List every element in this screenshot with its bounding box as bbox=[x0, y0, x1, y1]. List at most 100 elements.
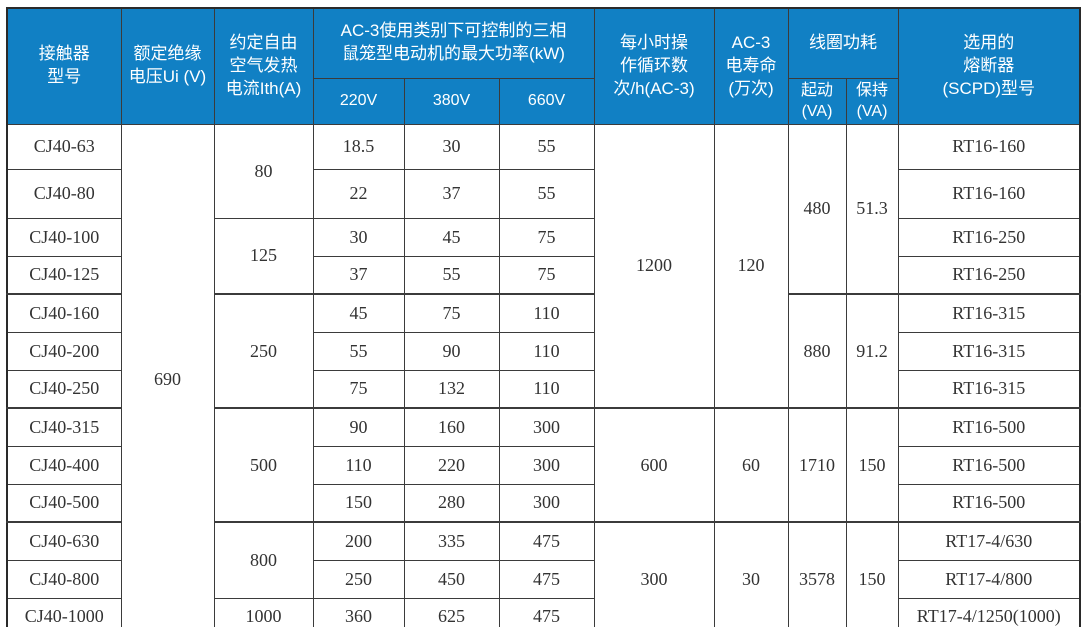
table-row: CJ40-80 22 37 55 RT16-160 bbox=[6, 168, 1081, 219]
kw220-cell: 250 bbox=[312, 559, 405, 599]
kw380-cell: 45 bbox=[403, 217, 500, 257]
kw380-cell: 55 bbox=[403, 255, 500, 295]
col-header-coil-hold: 保持 (VA) bbox=[845, 77, 899, 125]
table-row: CJ40-63 690 80 18.5 30 55 1200 120 480 5… bbox=[6, 123, 1081, 627]
fuse-cell: RT16-160 bbox=[897, 168, 1081, 219]
table-row: CJ40-100 125 30 45 75 RT16-250 bbox=[6, 217, 1081, 295]
col-header-cycles: 每小时操 作循环数 次/h(AC-3) bbox=[593, 7, 715, 125]
col-header-coil-start: 起动 (VA) bbox=[787, 77, 847, 125]
col-header-model: 接触器 型号 bbox=[6, 7, 122, 125]
kw220-cell: 18.5 bbox=[312, 123, 405, 170]
fuse-cell: RT16-500 bbox=[897, 407, 1081, 447]
kw220-cell: 37 bbox=[312, 255, 405, 295]
fuse-cell: RT17-4/630 bbox=[897, 521, 1081, 561]
thermal-current-cell: 80 bbox=[213, 123, 314, 219]
thermal-current-cell: 500 bbox=[213, 407, 314, 523]
kw660-cell: 75 bbox=[498, 255, 595, 295]
kw660-cell: 55 bbox=[498, 168, 595, 219]
model-cell: CJ40-160 bbox=[6, 293, 122, 333]
thermal-current-cell: 250 bbox=[213, 293, 314, 409]
kw220-cell: 55 bbox=[312, 331, 405, 371]
fuse-cell: RT16-160 bbox=[897, 123, 1081, 170]
col-header-rated-voltage: 额定绝缘 电压Ui (V) bbox=[120, 7, 215, 125]
kw220-cell: 360 bbox=[312, 597, 405, 627]
header-row-top: 接触器 型号 额定绝缘 电压Ui (V) 约定自由 空气发热 电流Ith(A) … bbox=[6, 7, 1081, 125]
cycles-cell: 1200 bbox=[593, 123, 715, 409]
header-row-sub: 220V 380V 660V 起动 (VA) 保持 (VA) bbox=[7, 77, 1080, 125]
table-row: CJ40-1000 1000 360 625 475 RT17-4/1250(1… bbox=[6, 597, 1081, 627]
kw380-cell: 160 bbox=[403, 407, 500, 447]
kw660-cell: 300 bbox=[498, 407, 595, 447]
life-cell: 30 bbox=[713, 521, 789, 627]
thermal-current-cell: 125 bbox=[213, 217, 314, 295]
model-cell: CJ40-80 bbox=[6, 168, 122, 219]
coil-hold-cell: 91.2 bbox=[845, 293, 899, 409]
kw220-cell: 90 bbox=[312, 407, 405, 447]
model-cell: CJ40-315 bbox=[6, 407, 122, 447]
coil-start-cell: 1710 bbox=[787, 407, 847, 523]
model-cell: CJ40-1000 bbox=[6, 597, 122, 627]
thermal-current-cell: 1000 bbox=[213, 597, 314, 627]
table-row: CJ40-250 75 132 110 RT16-315 bbox=[6, 369, 1081, 409]
fuse-cell: RT17-4/1250(1000) bbox=[897, 597, 1081, 627]
kw660-cell: 300 bbox=[498, 483, 595, 523]
kw380-cell: 132 bbox=[403, 369, 500, 409]
kw220-cell: 110 bbox=[312, 445, 405, 485]
model-cell: CJ40-200 bbox=[6, 331, 122, 371]
col-header-electrical-life: AC-3 电寿命 (万次) bbox=[713, 7, 789, 125]
kw380-cell: 280 bbox=[403, 483, 500, 523]
kw660-cell: 110 bbox=[498, 293, 595, 333]
coil-start-cell: 3578 bbox=[787, 521, 847, 627]
col-header-coil-power-group: 线圈功耗 bbox=[787, 7, 899, 79]
coil-hold-cell: 51.3 bbox=[845, 123, 899, 295]
kw660-cell: 475 bbox=[498, 559, 595, 599]
col-header-380v: 380V bbox=[403, 77, 500, 125]
life-cell: 120 bbox=[713, 123, 789, 409]
rated-voltage-cell: 690 bbox=[120, 123, 215, 627]
col-header-660v: 660V bbox=[498, 77, 595, 125]
life-cell: 60 bbox=[713, 407, 789, 523]
cycles-cell: 600 bbox=[593, 407, 715, 523]
fuse-cell: RT16-315 bbox=[897, 331, 1081, 371]
kw220-cell: 30 bbox=[312, 217, 405, 257]
kw380-cell: 30 bbox=[403, 123, 500, 170]
kw660-cell: 475 bbox=[498, 597, 595, 627]
kw660-cell: 110 bbox=[498, 331, 595, 371]
model-cell: CJ40-125 bbox=[6, 255, 122, 295]
model-cell: CJ40-250 bbox=[6, 369, 122, 409]
thermal-current-cell: 800 bbox=[213, 521, 314, 599]
coil-start-cell: 880 bbox=[787, 293, 847, 409]
table-row: CJ40-400 110 220 300 RT16-500 bbox=[6, 445, 1081, 485]
col-header-220v: 220V bbox=[312, 77, 405, 125]
coil-start-cell: 480 bbox=[787, 123, 847, 295]
coil-hold-cell: 150 bbox=[845, 521, 899, 627]
kw380-cell: 220 bbox=[403, 445, 500, 485]
fuse-cell: RT16-500 bbox=[897, 483, 1081, 523]
kw380-cell: 625 bbox=[403, 597, 500, 627]
kw380-cell: 450 bbox=[403, 559, 500, 599]
model-cell: CJ40-800 bbox=[6, 559, 122, 599]
fuse-cell: RT16-315 bbox=[897, 369, 1081, 409]
table-row: CJ40-125 37 55 75 RT16-250 bbox=[6, 255, 1081, 295]
table-row: CJ40-160 250 45 75 110 880 91.2 RT16-315 bbox=[6, 293, 1081, 409]
kw660-cell: 75 bbox=[498, 217, 595, 257]
kw220-cell: 22 bbox=[312, 168, 405, 219]
kw220-cell: 150 bbox=[312, 483, 405, 523]
kw660-cell: 300 bbox=[498, 445, 595, 485]
col-header-fuse: 选用的 熔断器 (SCPD)型号 bbox=[897, 7, 1081, 125]
fuse-cell: RT16-315 bbox=[897, 293, 1081, 333]
kw380-cell: 75 bbox=[403, 293, 500, 333]
kw660-cell: 110 bbox=[498, 369, 595, 409]
table-header: 接触器 型号 额定绝缘 电压Ui (V) 约定自由 空气发热 电流Ith(A) … bbox=[6, 7, 1081, 125]
fuse-cell: RT17-4/800 bbox=[897, 559, 1081, 599]
kw380-cell: 37 bbox=[403, 168, 500, 219]
kw220-cell: 75 bbox=[312, 369, 405, 409]
kw380-cell: 90 bbox=[403, 331, 500, 371]
model-cell: CJ40-500 bbox=[6, 483, 122, 523]
table-row: CJ40-315 500 90 160 300 600 60 1710 150 … bbox=[6, 407, 1081, 523]
kw220-cell: 45 bbox=[312, 293, 405, 333]
table-body: CJ40-63 690 80 18.5 30 55 1200 120 480 5… bbox=[6, 123, 1081, 627]
fuse-cell: RT16-250 bbox=[897, 217, 1081, 257]
model-cell: CJ40-63 bbox=[6, 123, 122, 170]
